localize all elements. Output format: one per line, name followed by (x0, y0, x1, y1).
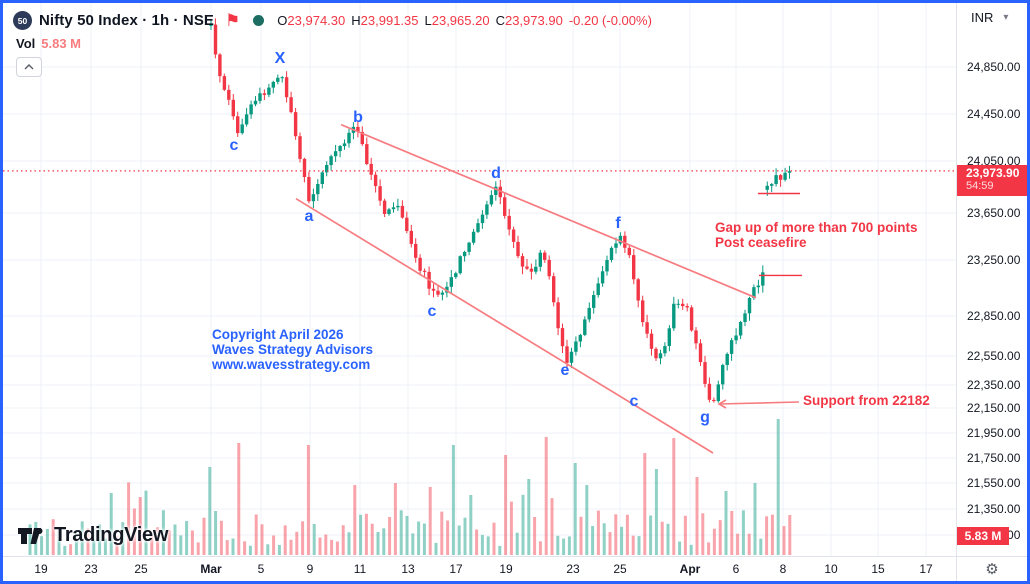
time-axis-label: 17 (449, 562, 463, 576)
ohlc-row: O23,974.30 H23,991.35 L23,965.20 C23,973… (277, 13, 652, 28)
time-axis-label: Apr (679, 562, 701, 576)
time-axis-label: 19 (499, 562, 513, 576)
price-axis-label: 22,350.00 (967, 378, 1021, 392)
time-axis-label: 11 (353, 562, 367, 576)
price-axis-label: 21,750.00 (967, 451, 1021, 465)
scale-settings-corner: ⚙ (956, 556, 1027, 581)
wave-label-a: a (304, 208, 314, 225)
candle-layer (209, 18, 792, 403)
time-axis-label: 25 (613, 562, 627, 576)
time-axis-label: 10 (824, 562, 838, 576)
volume-value: 5.83 M (41, 36, 82, 51)
grid-layer (3, 3, 956, 556)
current-price-badge: 23,973.90 54:59 (957, 165, 1027, 196)
flag-icon[interactable]: ⚑ (225, 10, 241, 30)
price-axis-label: 21,550.00 (967, 476, 1021, 490)
tradingview-logo[interactable]: TradingView (17, 524, 168, 547)
close-label: C23,973.90 (495, 13, 563, 28)
time-axis-label: 19 (34, 562, 48, 576)
time-axis-label: 8 (779, 562, 787, 576)
time-axis-label: 9 (306, 562, 314, 576)
time-axis[interactable]: 19 23 25 Mar 5 9 11 13 17 19 23 25 Apr 6 8 10 15 17 (3, 556, 956, 581)
time-axis-label: 25 (134, 562, 148, 576)
time-axis-label: 13 (401, 562, 415, 576)
time-axis-label: 5 (257, 562, 265, 576)
trendline-layer[interactable] (295, 123, 757, 454)
time-axis-label: Mar (200, 562, 222, 576)
price-axis-label: 22,550.00 (967, 349, 1021, 363)
wave-label-b: b (353, 109, 363, 126)
volume-layer (28, 419, 792, 555)
market-status-icon[interactable] (253, 15, 265, 26)
time-axis-label: 6 (732, 562, 740, 576)
support-annotation: Support from 22182 (803, 393, 930, 408)
price-axis[interactable]: 23,973.90 54:59 5.83 M 24,850.00 24,450.0… (956, 3, 1027, 556)
price-axis-label: 24,450.00 (967, 107, 1021, 121)
wave-label-c: c (229, 137, 239, 154)
wave-label-e: e (560, 362, 570, 379)
currency-value: INR (971, 10, 994, 25)
chevron-down-icon: ▾ (1003, 12, 1009, 23)
open-value: 23,974.30 (287, 13, 346, 28)
price-axis-label: 22,150.00 (967, 401, 1021, 415)
volume-row: Vol 5.83 M (16, 36, 81, 51)
price-axis-label: 24,050.00 (967, 154, 1021, 168)
high-value: 23,991.35 (360, 13, 419, 28)
volume-label: Vol (16, 36, 36, 51)
wave-label-c: c (427, 303, 437, 320)
symbol-logo[interactable]: 50 (13, 11, 32, 30)
current-price-value: 23,973.90 (966, 166, 1020, 180)
support-arrow (717, 399, 800, 409)
settings-gear-icon[interactable]: ⚙ (985, 561, 999, 578)
wave-label-f: f (615, 215, 621, 232)
time-axis-label: 15 (871, 562, 885, 576)
close-value: 23,973.90 (504, 13, 563, 28)
high-label: H23,991.35 (351, 13, 419, 28)
price-axis-label: 24,850.00 (967, 60, 1021, 74)
collapse-button[interactable] (16, 57, 42, 77)
candlestick-chart (3, 3, 956, 556)
time-axis-label: 23 (84, 562, 98, 576)
price-axis-label: 22,850.00 (967, 309, 1021, 323)
gap-annotation: Gap up of more than 700 points Post ceas… (715, 220, 918, 250)
tradingview-logo-text: TradingView (54, 524, 169, 546)
price-axis-label: 23,250.00 (967, 253, 1021, 267)
tradingview-logo-icon (18, 527, 43, 544)
bar-countdown: 54:59 (966, 180, 994, 192)
wave-label-X: X (274, 50, 286, 67)
open-label: O23,974.30 (277, 13, 346, 28)
copyright-watermark: Copyright April 2026 Waves Strategy Advi… (212, 327, 374, 372)
current-volume-badge: 5.83 M (957, 527, 1009, 545)
chevron-up-icon (24, 64, 34, 70)
wave-label-c: c (629, 393, 639, 410)
price-axis-label: 23,650.00 (967, 206, 1021, 220)
low-value: 23,965.20 (431, 13, 490, 28)
price-axis-label: 21,350.00 (967, 502, 1021, 516)
symbol-header: 50 Nifty 50 Index · 1h · NSE ⚑ O23,974.3… (13, 11, 652, 30)
currency-selector[interactable]: INR ▾ (971, 10, 1008, 25)
low-label: L23,965.20 (424, 13, 490, 28)
time-axis-label: 23 (566, 562, 580, 576)
time-axis-label: 17 (919, 562, 933, 576)
change-value: -0.20 (-0.00%) (568, 13, 652, 28)
symbol-title[interactable]: Nifty 50 Index · 1h · NSE (39, 12, 215, 29)
price-axis-label: 21,950.00 (967, 426, 1021, 440)
wave-label-d: d (491, 165, 501, 182)
chart-pane[interactable]: 50 Nifty 50 Index · 1h · NSE ⚑ O23,974.3… (3, 3, 956, 556)
wave-label-g: g (700, 409, 710, 426)
